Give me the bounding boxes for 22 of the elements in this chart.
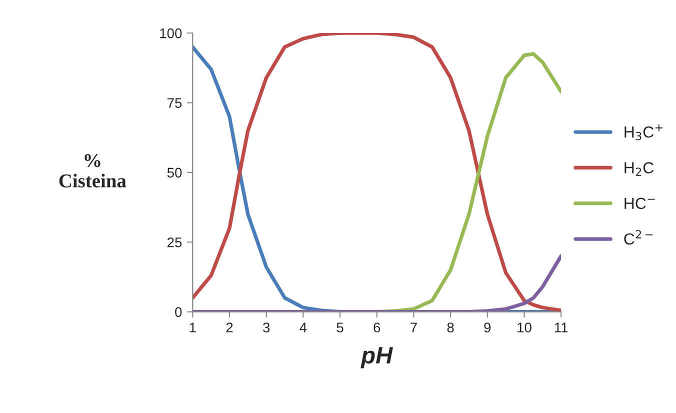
y-axis-title: % Cisteina — [59, 154, 126, 188]
y-tick-label: 100 — [160, 28, 182, 38]
x-tick-label: 11 — [554, 322, 568, 332]
x-tick-label: 10 — [518, 322, 532, 332]
y-tick-label: 50 — [167, 168, 182, 178]
x-tick-label: 2 — [226, 322, 233, 332]
legend-label: H$_{3}$C$^{+}$ — [624, 124, 662, 140]
y-tick-label: 75 — [168, 98, 182, 108]
x-tick-label: 1 — [190, 322, 196, 332]
y-tick-label: 25 — [167, 237, 182, 248]
x-tick-label: 3 — [263, 322, 270, 332]
x-tick-label: 9 — [484, 322, 491, 332]
legend-label: H$_{2}$C — [624, 162, 654, 176]
legend-label: C$^{2−}$ — [624, 230, 653, 245]
x-tick-label: 7 — [410, 322, 417, 332]
x-tick-label: 8 — [447, 322, 454, 332]
x-tick-label: 6 — [374, 322, 380, 332]
x-axis-title: pH — [360, 347, 394, 368]
x-tick-label: 4 — [300, 322, 307, 332]
y-tick-label: 0 — [175, 307, 182, 317]
legend-label: HC$^{−}$ — [624, 198, 655, 210]
x-tick-label: 5 — [336, 322, 344, 332]
